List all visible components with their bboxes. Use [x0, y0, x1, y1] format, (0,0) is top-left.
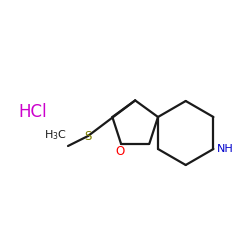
Text: H$_3$C: H$_3$C	[44, 128, 67, 142]
Text: O: O	[116, 145, 125, 158]
Text: NH: NH	[216, 144, 233, 154]
Text: S: S	[84, 130, 92, 142]
Text: HCl: HCl	[18, 103, 46, 121]
